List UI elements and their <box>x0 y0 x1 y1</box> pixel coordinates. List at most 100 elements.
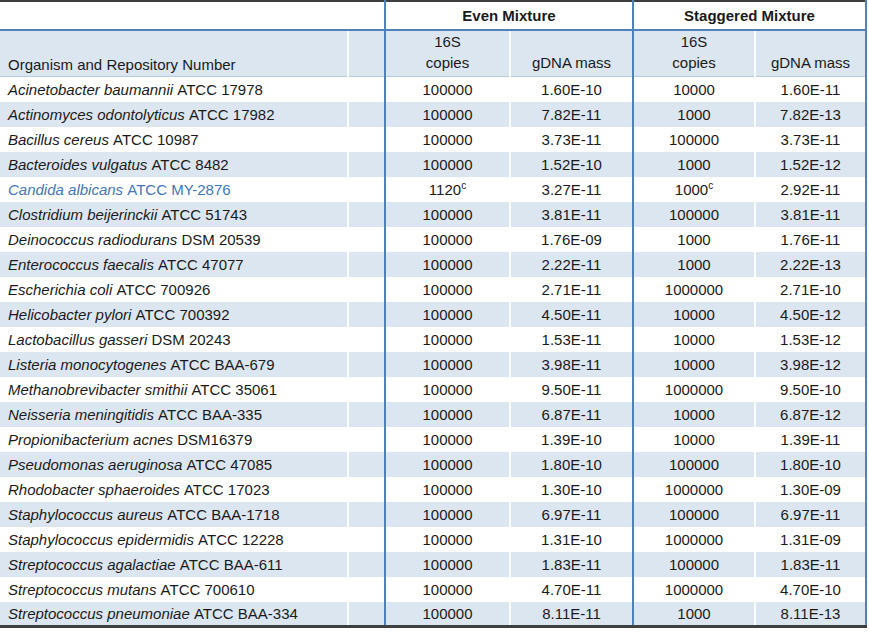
even-gdna-mass-value: 3.27E-11 <box>510 177 633 202</box>
organism-name: Bacteroides vulgatus <box>8 156 147 173</box>
organism-name: Streptococcus pneumoniae <box>8 605 190 622</box>
organism-cell: Enterococcus faecalis ATCC 47077 <box>0 252 348 277</box>
even-gdna-mass-value: 9.50E-11 <box>510 377 633 402</box>
staggered-gdna-mass-value: 6.97E-11 <box>755 502 866 527</box>
staggered-16s-copies-value: 1000 <box>633 602 755 627</box>
table-row: Actinomyces odontolyticus ATCC 17982 100… <box>0 102 866 127</box>
table-row: Staphylococcus epidermidis ATCC 12228 10… <box>0 527 866 552</box>
spacer-cell <box>348 577 385 602</box>
table-row: Clostridium beijerinckii ATCC 51743 1000… <box>0 202 866 227</box>
organism-name: Enterococcus faecalis <box>8 256 154 273</box>
organism-name: Streptococcus mutans <box>8 581 156 598</box>
organism-cell: Rhodobacter sphaeroides ATCC 17023 <box>0 477 348 502</box>
even-16s-copies-value: 100000 <box>385 477 510 502</box>
staggered-16s-copies-value: 100000 <box>633 452 755 477</box>
organism-name: Clostridium beijerinckii <box>8 206 157 223</box>
organism-cell: Streptococcus mutans ATCC 700610 <box>0 577 348 602</box>
spacer-column-header <box>348 30 385 77</box>
table-row: Deinococcus radiodurans DSM 20539 100000… <box>0 227 866 252</box>
table-row: Lactobacillus gasseri DSM 20243 100000 1… <box>0 327 866 352</box>
organism-name: Escherichia coli <box>8 281 112 298</box>
staggered-16s-copies-value: 100000 <box>633 202 755 227</box>
organism-cell: Escherichia coli ATCC 700926 <box>0 277 348 302</box>
staggered-16s-copies-value: 10000 <box>633 77 755 102</box>
spacer-cell <box>348 277 385 302</box>
staggered-16s-copies-value: 10000 <box>633 352 755 377</box>
even-gdna-mass-value: 1.30E-10 <box>510 477 633 502</box>
organism-cell: Streptococcus pneumoniae ATCC BAA-334 <box>0 602 348 627</box>
spacer-cell <box>348 152 385 177</box>
staggered-gdna-mass-value: 1.52E-12 <box>755 152 866 177</box>
organism-name: Rhodobacter sphaeroides <box>8 481 180 498</box>
staggered-gdna-mass-value: 3.73E-11 <box>755 127 866 152</box>
staggered-gdna-mass-value: 8.11E-13 <box>755 602 866 627</box>
spacer-cell <box>348 177 385 202</box>
even-16s-copies-value: 100000 <box>385 552 510 577</box>
spacer-cell <box>348 202 385 227</box>
staggered-gdna-mass-value: 1.83E-11 <box>755 552 866 577</box>
spacer-cell <box>348 252 385 277</box>
organism-cell: Pseudomonas aeruginosa ATCC 47085 <box>0 452 348 477</box>
staggered-16s-copies-value: 10000 <box>633 402 755 427</box>
staggered-gdna-mass-value: 1.30E-09 <box>755 477 866 502</box>
staggered-16s-copies-value: 1000000 <box>633 527 755 552</box>
even-gdna-mass-value: 1.60E-10 <box>510 77 633 102</box>
repository-number: ATCC BAA-1718 <box>163 506 279 523</box>
staggered-gdna-mass-value: 1.39E-11 <box>755 427 866 452</box>
even-16s-copies-value: 100000 <box>385 202 510 227</box>
spacer-cell <box>348 502 385 527</box>
staggered-gdna-mass-header: gDNA mass <box>755 30 866 77</box>
repository-number: DSM 20539 <box>177 231 260 248</box>
even-mixture-header: Even Mixture <box>385 1 633 30</box>
even-16s-label: 16S <box>386 31 509 52</box>
repository-number: ATCC BAA-611 <box>176 556 283 573</box>
staggered-gdna-mass-value: 2.92E-11 <box>755 177 866 202</box>
even-gdna-mass-value: 3.73E-11 <box>510 127 633 152</box>
organism-name: Lactobacillus gasseri <box>8 331 147 348</box>
staggered-16s-copies-value: 10000 <box>633 302 755 327</box>
organism-name: Neisseria meningitidis <box>8 406 154 423</box>
repository-number: ATCC 47077 <box>154 256 244 273</box>
organism-cell: Staphylococcus aureus ATCC BAA-1718 <box>0 502 348 527</box>
staggered-gdna-mass-value: 2.71E-10 <box>755 277 866 302</box>
table-row: Neisseria meningitidis ATCC BAA-335 1000… <box>0 402 866 427</box>
organism-cell: Neisseria meningitidis ATCC BAA-335 <box>0 402 348 427</box>
spacer-cell <box>348 427 385 452</box>
organism-name: Actinomyces odontolyticus <box>8 106 185 123</box>
even-gdna-mass-value: 4.50E-11 <box>510 302 633 327</box>
even-16s-copies-value: 100000 <box>385 527 510 552</box>
staggered-16s-copies-value: 1000 <box>633 102 755 127</box>
repository-number: ATCC 17023 <box>180 481 270 498</box>
repository-number: ATCC 47085 <box>182 456 272 473</box>
staggered-16s-copies-value: 10000 <box>633 427 755 452</box>
repository-number: DSM 20243 <box>147 331 230 348</box>
organism-cell: Staphylococcus epidermidis ATCC 12228 <box>0 527 348 552</box>
staggered-gdna-mass-value: 6.87E-12 <box>755 402 866 427</box>
even-16s-copies-value: 100000 <box>385 377 510 402</box>
organism-name: Helicobacter pylori <box>8 306 131 323</box>
staggered-gdna-label: gDNA mass <box>756 52 865 73</box>
organism-cell: Lactobacillus gasseri DSM 20243 <box>0 327 348 352</box>
even-gdna-mass-value: 2.22E-11 <box>510 252 633 277</box>
even-gdna-mass-value: 6.87E-11 <box>510 402 633 427</box>
staggered-gdna-mass-value: 9.50E-10 <box>755 377 866 402</box>
even-gdna-mass-value: 2.71E-11 <box>510 277 633 302</box>
repository-number: ATCC 12228 <box>194 531 284 548</box>
spacer-cell <box>348 227 385 252</box>
organism-cell: Clostridium beijerinckii ATCC 51743 <box>0 202 348 227</box>
table-row: Methanobrevibacter smithii ATCC 35061 10… <box>0 377 866 402</box>
spacer-cell <box>348 452 385 477</box>
organism-name: Candida albicans <box>8 181 123 198</box>
table-row: Streptococcus agalactiae ATCC BAA-611 10… <box>0 552 866 577</box>
organism-cell: Helicobacter pylori ATCC 700392 <box>0 302 348 327</box>
even-16s-copies-value: 100000 <box>385 327 510 352</box>
repository-number: ATCC 17978 <box>173 81 263 98</box>
spacer-cell <box>348 102 385 127</box>
organism-name: Deinococcus radiodurans <box>8 231 177 248</box>
even-16s-copies-value: 100000 <box>385 577 510 602</box>
organism-cell: Bacillus cereus ATCC 10987 <box>0 127 348 152</box>
staggered-16s-copies-value: 1000c <box>633 177 755 202</box>
staggered-16s-copies-header: 16S copies <box>633 30 755 77</box>
spacer-cell <box>348 302 385 327</box>
even-gdna-mass-value: 3.81E-11 <box>510 202 633 227</box>
